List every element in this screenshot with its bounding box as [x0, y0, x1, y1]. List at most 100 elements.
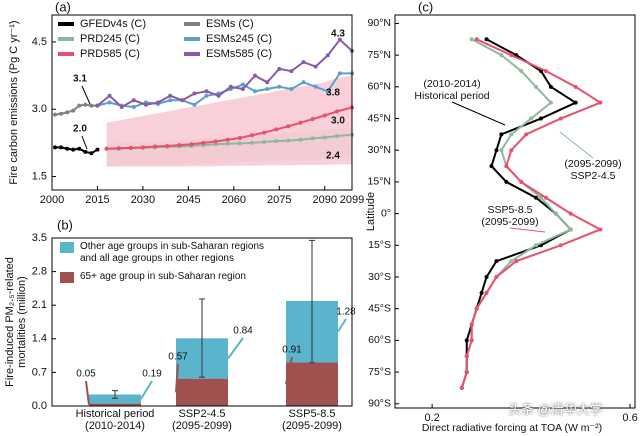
x-tick-label: 2075 [267, 194, 291, 206]
y-tick-label: 45°N [368, 112, 391, 124]
point [484, 275, 489, 279]
annotation: 3.8 [326, 88, 340, 99]
uncertainty-band [106, 75, 352, 167]
series-label: SSP5-8.5 (2095-2099) [481, 204, 539, 228]
legend-label: PRD245 (C) [80, 33, 140, 45]
point [180, 98, 185, 103]
point [116, 146, 121, 151]
point [548, 100, 553, 105]
y-tick-label: 60°N [368, 81, 391, 93]
point [301, 80, 306, 85]
point [274, 139, 279, 144]
point [77, 146, 82, 151]
point [548, 84, 553, 89]
point [71, 108, 76, 113]
point [128, 145, 133, 150]
annotation: 2.0 [73, 124, 87, 135]
point [240, 82, 245, 87]
point [325, 53, 330, 58]
x-tick-label: SSP2-4.5 (2095-2099) [172, 408, 232, 432]
annotation: 3.0 [331, 116, 345, 127]
y-tick-label: 90°N [368, 17, 391, 29]
point [543, 195, 548, 200]
point [459, 385, 464, 390]
point [568, 211, 573, 216]
point [53, 112, 58, 117]
point [504, 179, 509, 184]
point [558, 116, 563, 121]
point [274, 127, 279, 132]
point [325, 89, 330, 94]
point [499, 132, 504, 137]
point [277, 66, 282, 71]
plot-frame [51, 237, 353, 407]
point [177, 143, 182, 148]
point [310, 136, 315, 141]
point [156, 100, 161, 105]
point [83, 102, 88, 107]
y-axis-label: Fire carbon emissions (Pg C yr⁻¹) [8, 20, 20, 184]
point [204, 89, 209, 94]
series-line [96, 38, 353, 109]
point [519, 179, 524, 184]
point [494, 259, 499, 264]
annotation-leader [81, 135, 88, 150]
point [499, 148, 504, 153]
series-label-leader [451, 101, 506, 126]
value-label: 1.28 [336, 307, 356, 318]
point [509, 148, 514, 153]
point [119, 104, 124, 109]
point [216, 93, 221, 98]
legend-label: GFEDv4s (C) [80, 18, 146, 30]
point [534, 243, 539, 248]
y-tick-label: 3.5 [32, 232, 47, 244]
point [334, 109, 339, 114]
point [262, 130, 267, 135]
y-tick-label: 15°S [368, 239, 391, 251]
point [509, 53, 514, 58]
point [59, 145, 64, 150]
point [225, 137, 230, 142]
point [499, 53, 504, 58]
point [489, 164, 494, 169]
series-label-leader [559, 131, 594, 159]
plot-frame [51, 14, 353, 191]
point [140, 145, 145, 150]
point [474, 306, 479, 311]
point [250, 140, 254, 145]
point [298, 120, 303, 125]
point [237, 135, 242, 140]
legend-label: ESMs585 (C) [206, 48, 272, 60]
y-tick-label: 2.8 [32, 266, 47, 278]
legend-label: ESMs (C) [206, 18, 254, 30]
bar-segment [89, 403, 141, 406]
point [213, 139, 218, 144]
watermark: 头条 @清华大学 [508, 402, 603, 417]
point [228, 84, 233, 89]
annotation: 3.1 [73, 74, 87, 85]
legend-swatch [60, 242, 74, 253]
point [286, 124, 291, 129]
point [514, 259, 519, 264]
y-tick-label: 0.0 [32, 400, 47, 412]
point [494, 148, 499, 153]
point [131, 104, 136, 109]
point [301, 60, 306, 65]
x-tick-label: 2015 [85, 194, 109, 206]
point [558, 243, 563, 248]
y-tick-label: 75°N [368, 49, 391, 61]
x-tick-label: Historical period (2010-2014) [75, 408, 155, 432]
bar-segment [89, 394, 141, 404]
point [322, 135, 327, 140]
x-tick-label: 2030 [131, 194, 155, 206]
value-label: 0.84 [233, 326, 253, 337]
point [250, 133, 254, 138]
point [538, 116, 543, 121]
annotation: 4.3 [331, 29, 345, 40]
x-tick-label: 2060 [222, 194, 246, 206]
point [337, 71, 342, 76]
point [469, 338, 474, 343]
point [89, 151, 94, 156]
point [573, 84, 578, 89]
